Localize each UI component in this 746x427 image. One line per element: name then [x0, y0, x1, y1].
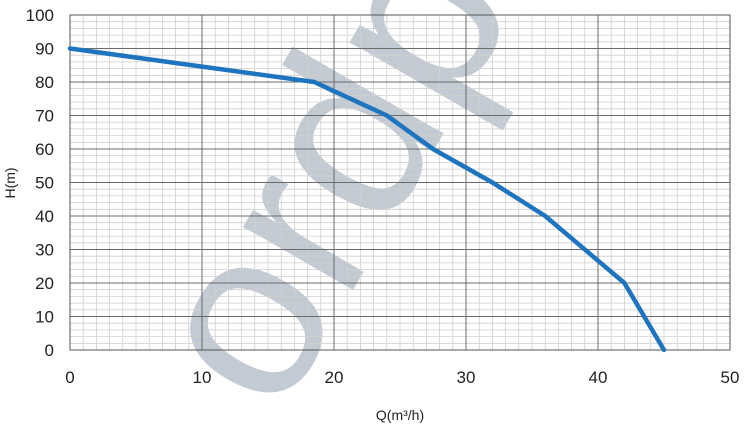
- y-tick-label: 30: [35, 241, 54, 260]
- y-tick-label: 100: [26, 6, 54, 25]
- y-tick-label: 20: [35, 274, 54, 293]
- x-tick-label: 40: [589, 368, 608, 387]
- plot-border: [69, 14, 731, 351]
- y-axis-label: H(m): [2, 167, 18, 198]
- y-tick-label: 60: [35, 140, 54, 159]
- y-tick-label: 40: [35, 207, 54, 226]
- y-tick-label: 10: [35, 308, 54, 327]
- x-tick-label: 20: [325, 368, 344, 387]
- y-tick-label: 80: [35, 73, 54, 92]
- y-tick-label: 0: [45, 341, 54, 360]
- series-group: [67, 46, 667, 353]
- y-tick-label: 90: [35, 40, 54, 59]
- x-tick-label: 30: [457, 368, 476, 387]
- x-tick-label: 50: [721, 368, 740, 387]
- y-tick-labels: 0 10 20 30 40 50 60 70 80 90 100: [26, 6, 54, 360]
- x-axis-label: Q(m³/h): [376, 407, 424, 423]
- series-line-0: [67, 46, 667, 353]
- x-tick-label: 10: [193, 368, 212, 387]
- y-tick-label: 70: [35, 107, 54, 126]
- y-tick-label: 50: [35, 174, 54, 193]
- x-tick-labels: 0 10 20 30 40 50: [65, 368, 739, 387]
- x-tick-label: 0: [65, 368, 74, 387]
